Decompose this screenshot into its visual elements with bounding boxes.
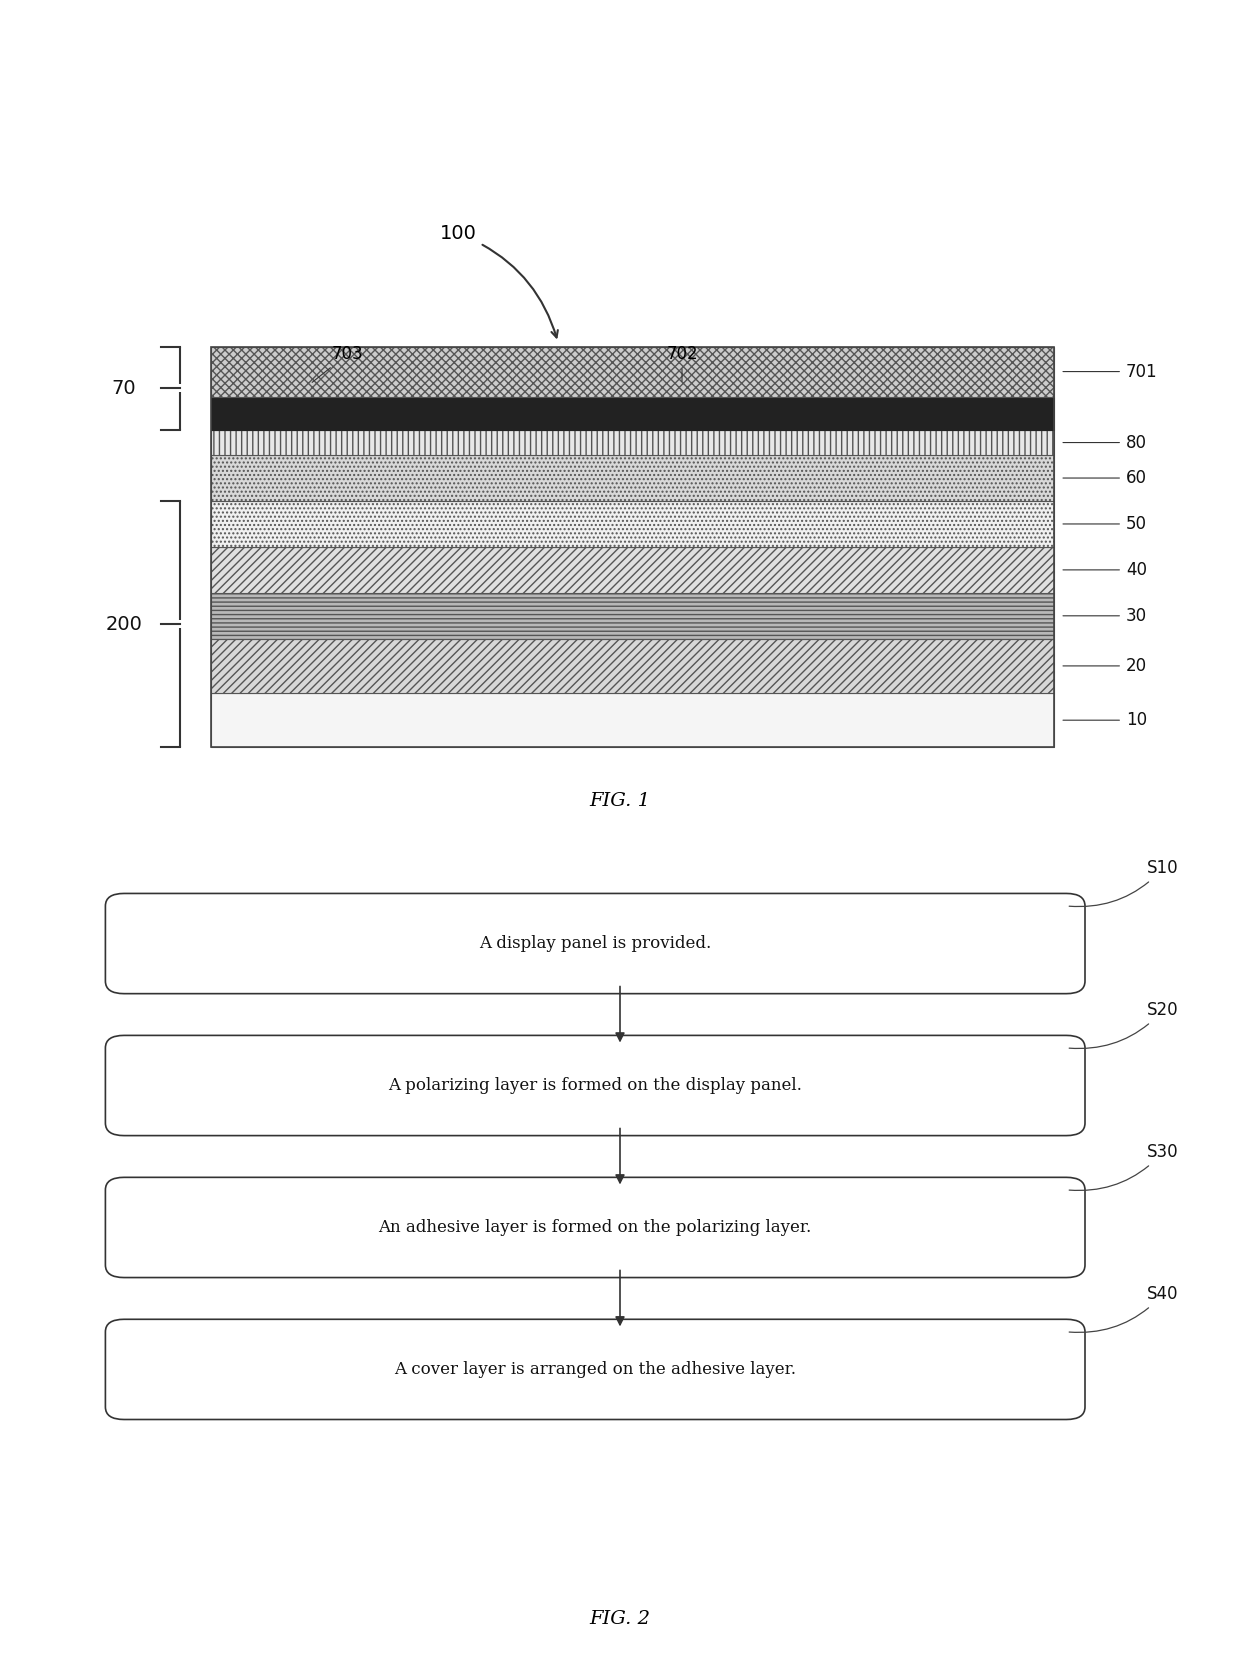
Text: A cover layer is arranged on the adhesive layer.: A cover layer is arranged on the adhesiv… [394, 1361, 796, 1378]
Text: 50: 50 [1126, 514, 1147, 533]
Text: 30: 30 [1126, 606, 1147, 625]
Bar [211, 501, 1054, 548]
Text: S40: S40 [1069, 1286, 1178, 1333]
Text: 10: 10 [1126, 711, 1147, 730]
Text: 40: 40 [1126, 561, 1147, 579]
Text: FIG. 2: FIG. 2 [589, 1610, 651, 1628]
Text: 702: 702 [666, 346, 698, 381]
Bar [211, 397, 1054, 431]
Text: 20: 20 [1126, 656, 1147, 675]
Bar [211, 347, 1054, 748]
FancyBboxPatch shape [105, 893, 1085, 994]
Bar [211, 548, 1054, 593]
Bar [211, 693, 1054, 748]
FancyBboxPatch shape [105, 1177, 1085, 1278]
Text: An adhesive layer is formed on the polarizing layer.: An adhesive layer is formed on the polar… [378, 1219, 812, 1236]
Bar [211, 347, 1054, 397]
Bar [211, 431, 1054, 456]
Text: FIG. 1: FIG. 1 [589, 792, 651, 810]
Text: 200: 200 [105, 615, 143, 633]
Text: 80: 80 [1126, 434, 1147, 451]
Text: A display panel is provided.: A display panel is provided. [479, 935, 712, 952]
Text: 70: 70 [112, 379, 136, 397]
Text: A polarizing layer is formed on the display panel.: A polarizing layer is formed on the disp… [388, 1077, 802, 1094]
FancyBboxPatch shape [105, 1319, 1085, 1419]
Bar [211, 638, 1054, 693]
Text: S30: S30 [1069, 1144, 1179, 1191]
Text: 100: 100 [440, 224, 558, 337]
Text: S20: S20 [1069, 1002, 1179, 1049]
FancyBboxPatch shape [105, 1035, 1085, 1136]
Text: S10: S10 [1069, 860, 1179, 907]
Text: 60: 60 [1126, 469, 1147, 488]
Text: 701: 701 [1126, 362, 1158, 381]
Bar [211, 456, 1054, 501]
Bar [211, 593, 1054, 640]
Text: 703: 703 [312, 346, 363, 382]
